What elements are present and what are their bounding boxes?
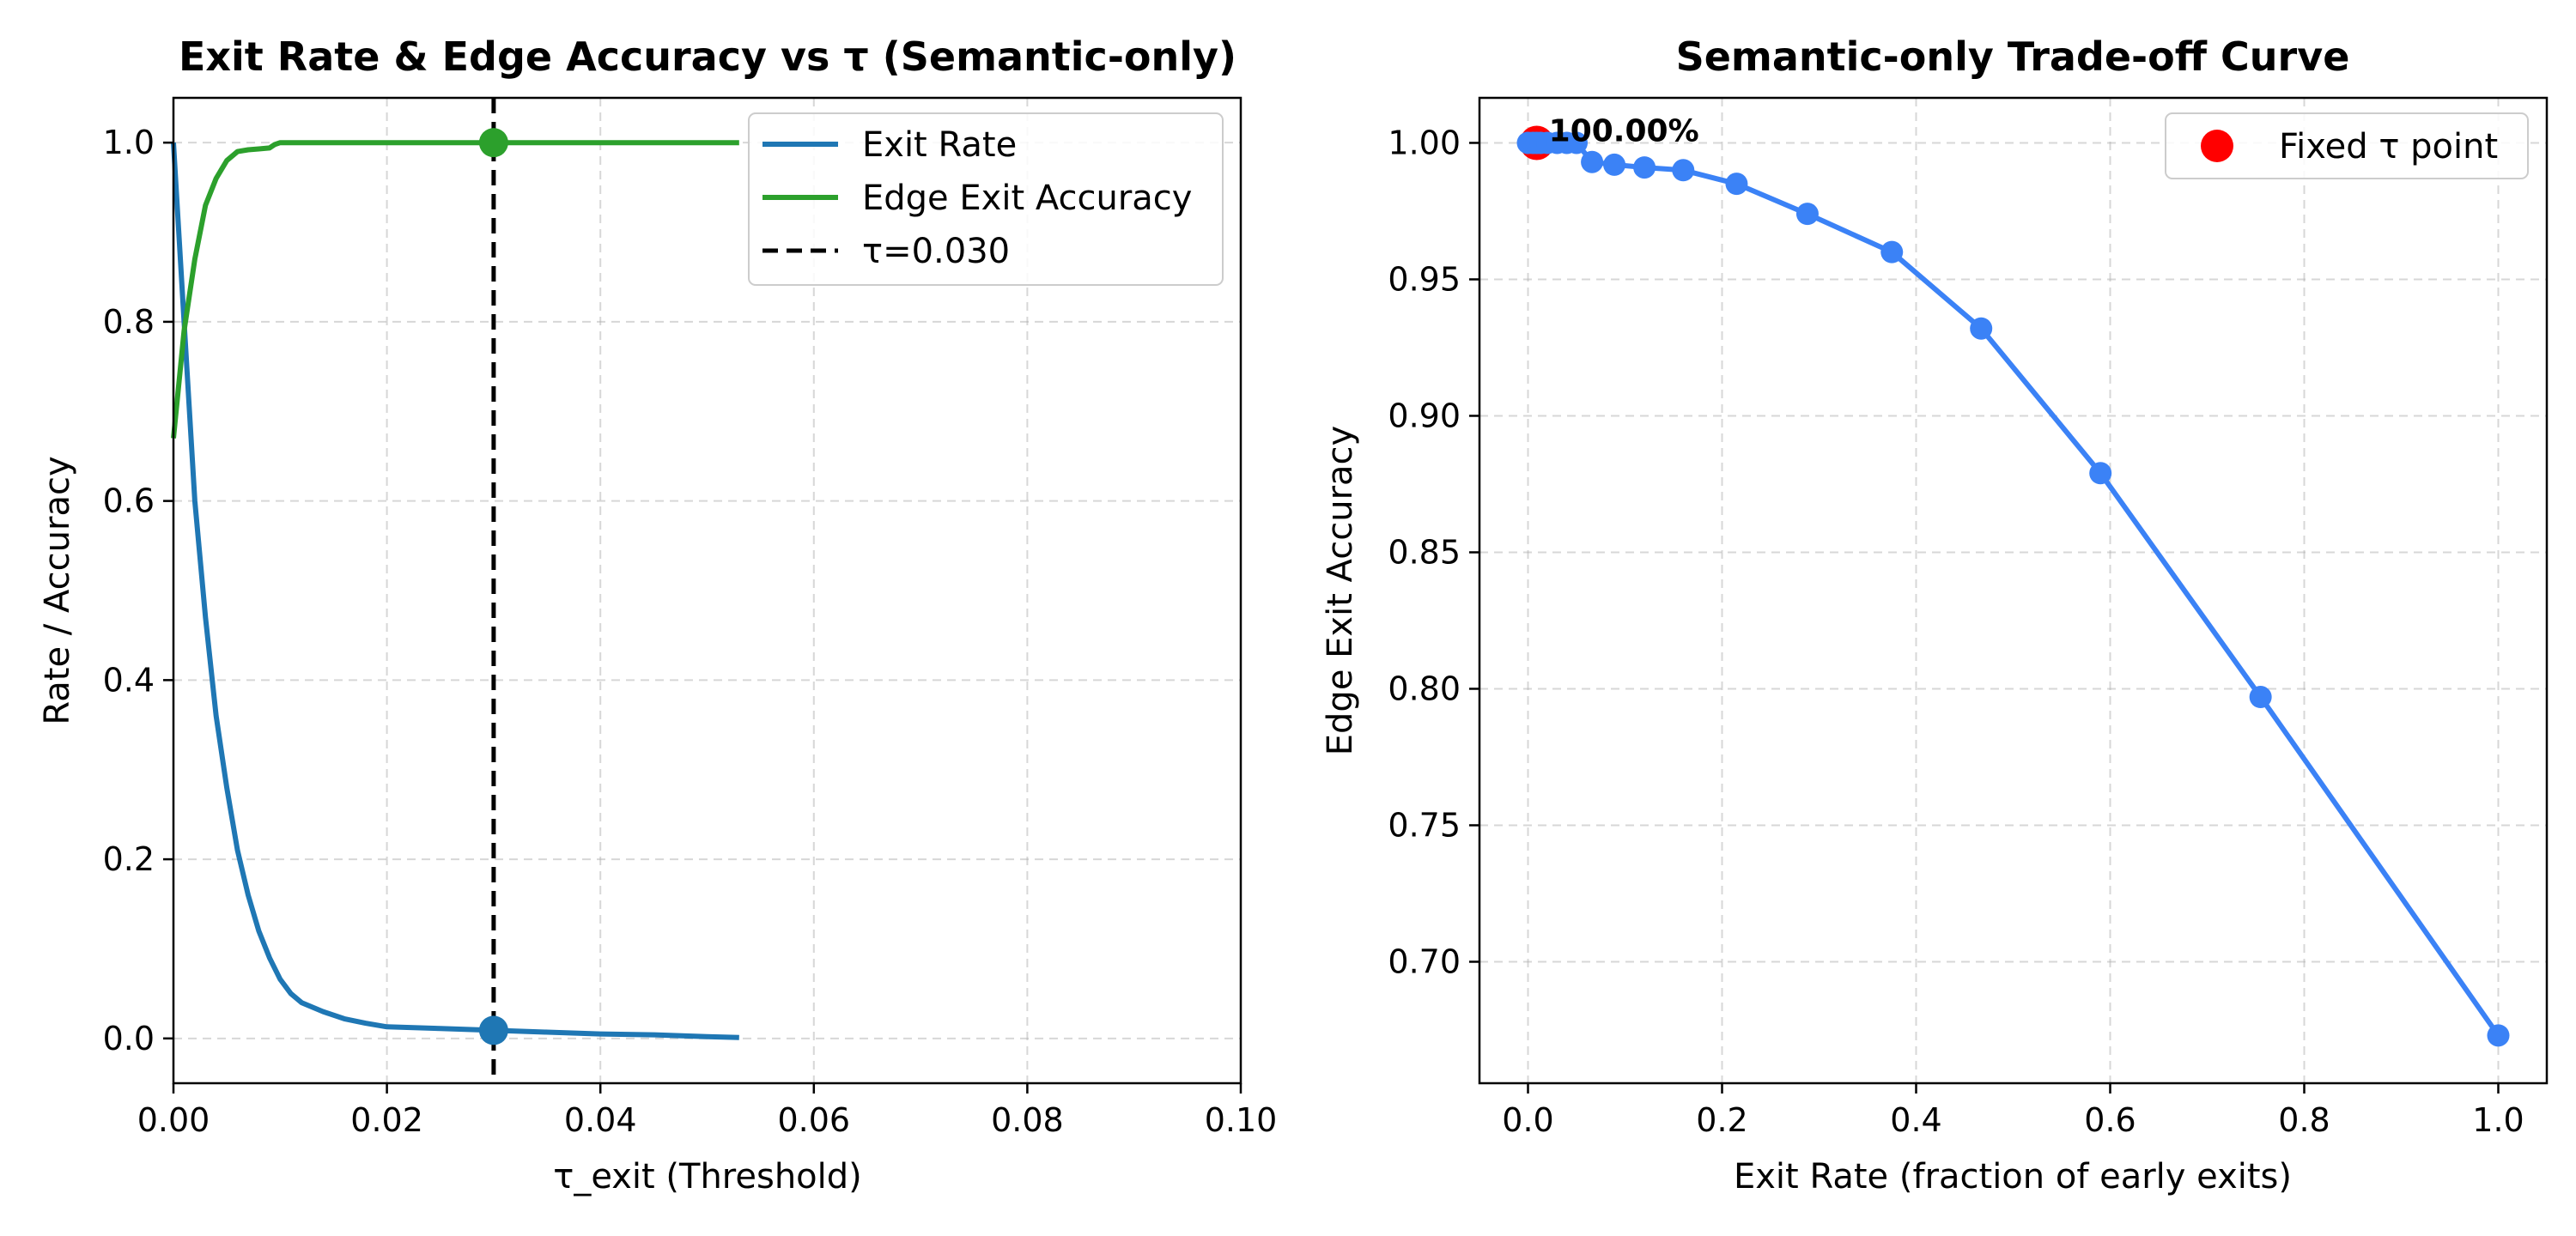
- legend-label-fixed-point: Fixed τ point: [2279, 127, 2498, 167]
- legend-label-exit-rate: Exit Rate: [862, 125, 1017, 165]
- accuracy-at-threshold-marker: [478, 128, 508, 158]
- trade-off-point: [1970, 317, 1993, 340]
- exit-rate-accuracy-panel: 0.00 0.02 0.04 0.06 0.08 0.10 0.0 0.2 0.4 0.6 0.8 1…: [38, 33, 1277, 1197]
- right-series-layer: 100.00%: [1516, 113, 2510, 1047]
- right-y-tick-label: 1.00: [1388, 124, 1461, 161]
- trade-off-point: [1603, 153, 1626, 176]
- left-y-tick-label: 0.4: [103, 661, 155, 699]
- trade-off-point: [1725, 173, 1748, 196]
- right-x-tick-label: 0.8: [2278, 1101, 2330, 1139]
- right-y-tick-label: 0.70: [1388, 942, 1461, 980]
- fixed-point-annotation: 100.00%: [1549, 113, 1699, 148]
- trade-off-point: [2487, 1024, 2510, 1047]
- left-legend: Exit Rate Edge Exit Accuracy τ=0.030: [748, 112, 1224, 286]
- right-x-tick-label: 0.0: [1502, 1101, 1553, 1139]
- right-plot-frame: [1478, 96, 2549, 1085]
- right-legend-box: [2165, 112, 2529, 179]
- left-y-tick-label: 0.8: [103, 303, 155, 341]
- right-y-tick-label: 0.95: [1388, 260, 1461, 298]
- trade-off-point: [1633, 156, 1656, 179]
- left-ticks: 0.00 0.02 0.04 0.06 0.08 0.10 0.0 0.2 0.4 0.6 0.8 1…: [103, 124, 1278, 1139]
- legend-label-edge-accuracy: Edge Exit Accuracy: [862, 179, 1192, 218]
- trade-off-point: [2089, 462, 2112, 485]
- left-chart-title: Exit Rate & Edge Accuracy vs τ (Semantic…: [179, 33, 1236, 80]
- right-y-tick-label: 0.85: [1388, 533, 1461, 571]
- right-chart-title: Semantic-only Trade-off Curve: [1676, 33, 2350, 80]
- trade-off-point: [1581, 150, 1604, 173]
- right-y-tick-label: 0.90: [1388, 397, 1461, 434]
- right-y-axis-label: Edge Exit Accuracy: [1321, 426, 1360, 755]
- edge-accuracy-line: [171, 140, 739, 439]
- trade-off-point: [1565, 131, 1588, 154]
- right-grid: [1479, 98, 2547, 1083]
- left-y-axis-label: Rate / Accuracy: [38, 456, 77, 724]
- left-plot-frame: [172, 96, 1242, 1085]
- trade-off-point: [1880, 240, 1904, 264]
- left-x-tick-label: 0.00: [137, 1101, 210, 1139]
- left-y-tick-label: 1.0: [103, 124, 155, 161]
- trade-off-panel: 100.00% 0.0 0.2 0.4 0.6 0.8 1.00.700.750.800.…: [1321, 33, 2549, 1197]
- trade-off-point: [1672, 159, 1695, 182]
- left-y-tick-label: 0.2: [103, 840, 155, 878]
- left-x-axis-label: τ_exit (Threshold): [553, 1157, 862, 1197]
- right-ticks: 0.0 0.2 0.4 0.6 0.8 1.0 0.70 0.75 0.80 0.85 0.90 0.…: [1388, 124, 2524, 1139]
- exit-rate-at-threshold-marker: [478, 1015, 508, 1045]
- left-x-tick-label: 0.06: [777, 1101, 850, 1139]
- trade-off-point: [2249, 686, 2272, 709]
- right-x-tick-label: 1.0: [2472, 1101, 2524, 1139]
- legend-label-threshold: τ=0.030: [862, 232, 1010, 271]
- left-y-tick-label: 0.6: [103, 482, 155, 520]
- right-y-tick-label: 0.75: [1388, 806, 1461, 844]
- left-y-tick-label: 0.0: [103, 1020, 155, 1057]
- legend-swatch-fixed-point: [2201, 130, 2233, 162]
- left-x-tick-label: 0.10: [1205, 1101, 1278, 1139]
- right-y-tick-label: 0.80: [1388, 670, 1461, 707]
- trade-off-point: [1795, 203, 1819, 226]
- left-legend-box: [748, 112, 1224, 286]
- right-x-tick-label: 0.4: [1890, 1101, 1941, 1139]
- exit-rate-line: [171, 142, 739, 1040]
- right-x-tick-label: 0.2: [1696, 1101, 1747, 1139]
- right-x-axis-label: Exit Rate (fraction of early exits): [1734, 1157, 2292, 1197]
- right-x-tick-label: 0.6: [2084, 1101, 2136, 1139]
- left-series-layer: [171, 98, 739, 1083]
- right-legend: Fixed τ point: [2165, 112, 2529, 179]
- left-x-tick-label: 0.02: [350, 1101, 423, 1139]
- left-x-tick-label: 0.08: [991, 1101, 1064, 1139]
- left-x-tick-label: 0.04: [564, 1101, 637, 1139]
